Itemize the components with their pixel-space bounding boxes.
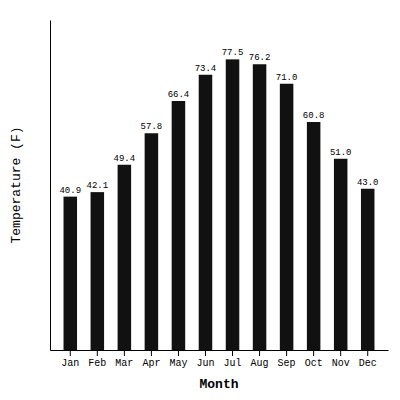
bar <box>118 165 132 350</box>
x-tick: Jul <box>224 350 242 369</box>
x-tick: May <box>169 350 187 369</box>
bar <box>280 84 294 350</box>
y-axis <box>50 21 51 351</box>
x-tick-mark <box>259 350 260 356</box>
x-axis-line <box>51 350 389 351</box>
x-tick: Jun <box>196 350 214 369</box>
x-tick-label: Jan <box>61 358 79 369</box>
plot-area: Jan Feb Mar Apr May Jun Jul Aug Sep Oct Nov Dec 40.9… <box>51 21 389 370</box>
x-tick: Apr <box>142 350 160 369</box>
x-tick-label: Jun <box>196 358 214 369</box>
x-tick-mark <box>367 350 368 356</box>
x-tick-mark <box>151 350 152 356</box>
y-axis-line <box>50 21 51 351</box>
bar <box>91 192 105 350</box>
x-tick-label: Feb <box>88 358 106 369</box>
bar <box>145 133 159 350</box>
data-label: 49.4 <box>114 154 136 164</box>
x-tick-label: Oct <box>305 358 323 369</box>
x-tick-label: Dec <box>359 358 377 369</box>
bar <box>172 101 186 350</box>
x-tick-label: Aug <box>251 358 269 369</box>
bar <box>253 64 267 350</box>
data-labels: 40.9 42.1 49.4 57.8 66.4 73.4 77.5 76.2 71.0 60.8… <box>59 48 378 195</box>
x-tick-mark <box>286 350 287 356</box>
x-tick: Sep <box>278 350 296 369</box>
x-tick-label: May <box>169 358 187 369</box>
y-axis-title: Temperature (F) <box>9 126 24 243</box>
bar <box>334 159 348 350</box>
x-tick-mark <box>124 350 125 356</box>
x-tick: Oct <box>305 350 323 369</box>
data-label: 60.8 <box>303 111 325 121</box>
x-tick-mark <box>205 350 206 356</box>
x-tick-mark <box>340 350 341 356</box>
bars <box>64 59 375 350</box>
data-label: 40.9 <box>59 186 81 196</box>
data-label: 77.5 <box>222 48 244 58</box>
x-tick-mark <box>232 350 233 356</box>
data-label: 43.0 <box>357 178 379 188</box>
x-tick: Dec <box>359 350 377 369</box>
x-tick: Jan <box>61 350 79 369</box>
x-tick-label: Jul <box>224 358 242 369</box>
data-label: 51.0 <box>330 148 352 158</box>
x-tick-label: Apr <box>142 358 160 369</box>
bar <box>361 189 375 350</box>
data-label: 57.8 <box>141 122 163 132</box>
data-label: 73.4 <box>195 64 217 74</box>
x-tick: Mar <box>115 350 133 369</box>
data-label: 71.0 <box>276 73 298 83</box>
x-tick-mark <box>313 350 314 356</box>
x-tick: Nov <box>332 350 350 369</box>
bar <box>64 197 78 350</box>
bar <box>226 59 240 350</box>
x-tick-label: Sep <box>278 358 296 369</box>
x-tick-label: Mar <box>115 358 133 369</box>
x-tick-label: Nov <box>332 358 350 369</box>
chart: Jan Feb Mar Apr May Jun Jul Aug Sep Oct Nov Dec 40.9… <box>0 0 400 400</box>
x-tick-mark <box>97 350 98 356</box>
x-tick: Feb <box>88 350 106 369</box>
x-tick: Aug <box>251 350 269 369</box>
x-tick-mark <box>70 350 71 356</box>
data-label: 42.1 <box>87 181 109 191</box>
x-tick-mark <box>178 350 179 356</box>
x-axis: Jan Feb Mar Apr May Jun Jul Aug Sep Oct Nov Dec <box>51 350 389 369</box>
bar <box>199 75 213 350</box>
data-label: 66.4 <box>168 90 190 100</box>
data-label: 76.2 <box>249 53 271 63</box>
x-axis-title: Month <box>199 377 238 392</box>
bar <box>307 122 321 350</box>
